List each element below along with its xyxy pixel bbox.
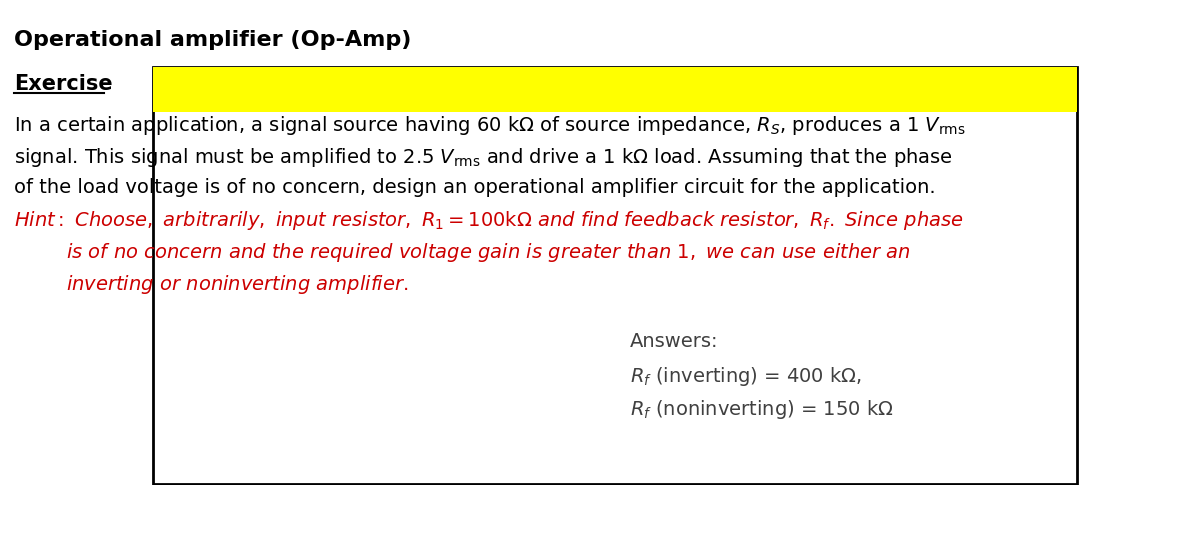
Text: In a certain application, a signal source having 60 k$\Omega$ of source impedanc: In a certain application, a signal sourc…: [14, 114, 966, 137]
Text: $R_f$ (noninverting) = 150 k$\Omega$: $R_f$ (noninverting) = 150 k$\Omega$: [630, 398, 894, 421]
Text: $\mathit{is\ of\ no\ concern\ and\ the\ required\ voltage\ gain\ is\ greater\ th: $\mathit{is\ of\ no\ concern\ and\ the\ …: [66, 241, 911, 264]
Text: $R_f$ (inverting) = 400 k$\Omega$,: $R_f$ (inverting) = 400 k$\Omega$,: [630, 365, 862, 388]
FancyBboxPatch shape: [152, 66, 1078, 484]
Text: signal. This signal must be amplified to 2.5 $V_\mathrm{rms}$ and drive a 1 k$\O: signal. This signal must be amplified to…: [14, 146, 953, 169]
Text: $\mathit{inverting\ or\ noninverting\ amplifier.}$: $\mathit{inverting\ or\ noninverting\ am…: [66, 272, 408, 295]
Text: Answers:: Answers:: [630, 332, 719, 352]
FancyBboxPatch shape: [152, 66, 1078, 112]
Text: Exercise: Exercise: [14, 74, 113, 94]
Text: Operational amplifier (Op-Amp): Operational amplifier (Op-Amp): [14, 30, 412, 50]
Text: of the load voltage is of no concern, design an operational amplifier circuit fo: of the load voltage is of no concern, de…: [14, 178, 936, 197]
Text: $\mathit{Hint{:}\ Choose,\ arbitrarily,\ input\ resistor,}$ $R_1 = 100\mathrm{k}: $\mathit{Hint{:}\ Choose,\ arbitrarily,\…: [14, 209, 964, 232]
